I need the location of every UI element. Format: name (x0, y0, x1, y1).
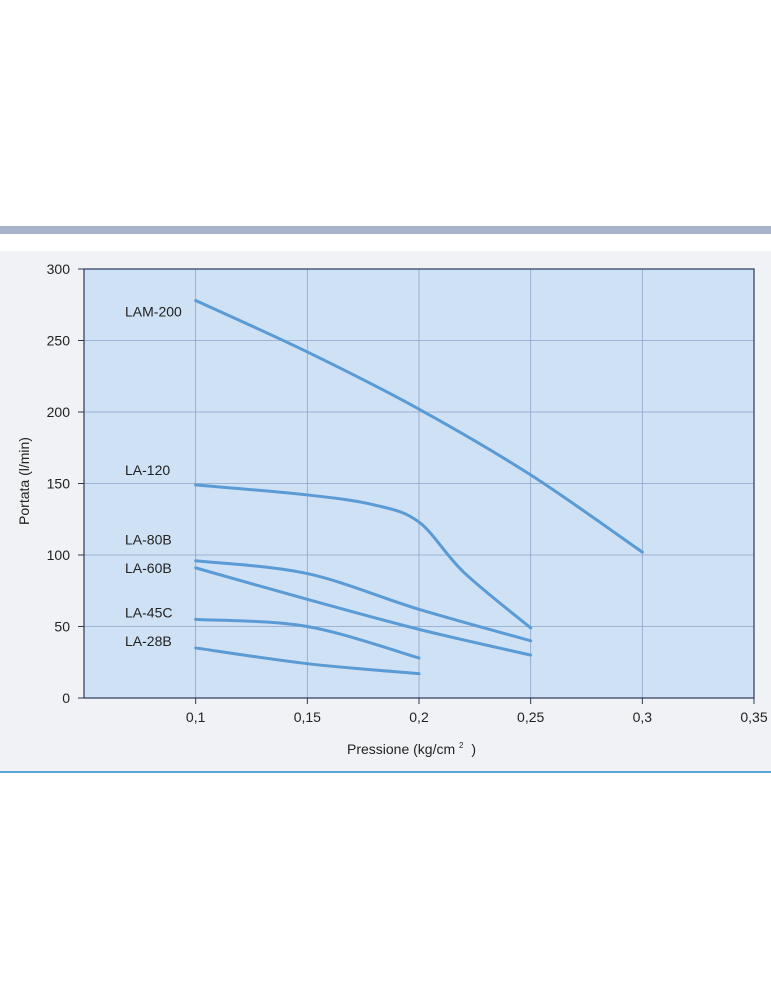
y-tick-label: 250 (47, 333, 71, 349)
x-tick-label: 0,1 (186, 709, 206, 725)
x-axis-title-sup: 2 (459, 741, 464, 750)
series-line-la-45c (194, 617, 421, 660)
x-tick-label: 0,25 (517, 709, 544, 725)
y-axis-title: Portata (l/min) (16, 437, 32, 525)
y-tick-label: 100 (47, 547, 71, 563)
y-tick-label: 200 (47, 404, 71, 420)
chart-svg: 0,1 0,15 0,2 0,25 0,3 0,35 0 50 100 150 200 250 300 L… (16, 261, 768, 757)
series-label-la-120: LA-120 (125, 462, 170, 478)
series-label-la-28b: LA-28B (125, 633, 172, 649)
y-tick-label: 150 (47, 476, 71, 492)
series-label-lam-200: LAM-200 (125, 303, 182, 319)
x-axis-title-close: ) (471, 741, 476, 757)
y-tick-label: 0 (62, 690, 70, 706)
series-label-la-60b: LA-60B (125, 560, 172, 576)
series-line-la-120 (194, 483, 533, 630)
plot-area: 0,1 0,15 0,2 0,25 0,3 0,35 0 50 100 150 200 250 300 L… (47, 261, 768, 725)
x-tick-label: 0,15 (294, 709, 321, 725)
x-tick-label: 0,35 (740, 709, 767, 725)
series-line-lam-200 (194, 298, 644, 554)
plot-border (83, 268, 755, 699)
x-axis-title: Pressione (kg/cm 2 ) (347, 735, 476, 757)
top-separator-band (0, 226, 771, 234)
series-line-la-80b (194, 559, 533, 643)
series-line-la-60b (194, 566, 533, 657)
x-axis-title-main: Pressione (kg/cm (347, 741, 455, 757)
y-tick-label: 300 (47, 261, 71, 277)
x-tick-label: 0,3 (633, 709, 653, 725)
y-tick-label: 50 (54, 619, 70, 635)
series-line-la-28b (194, 646, 421, 676)
x-tick-label: 0,2 (409, 709, 429, 725)
series-label-la-80b: LA-80B (125, 532, 172, 548)
series-label-la-45c: LA-45C (125, 604, 172, 620)
